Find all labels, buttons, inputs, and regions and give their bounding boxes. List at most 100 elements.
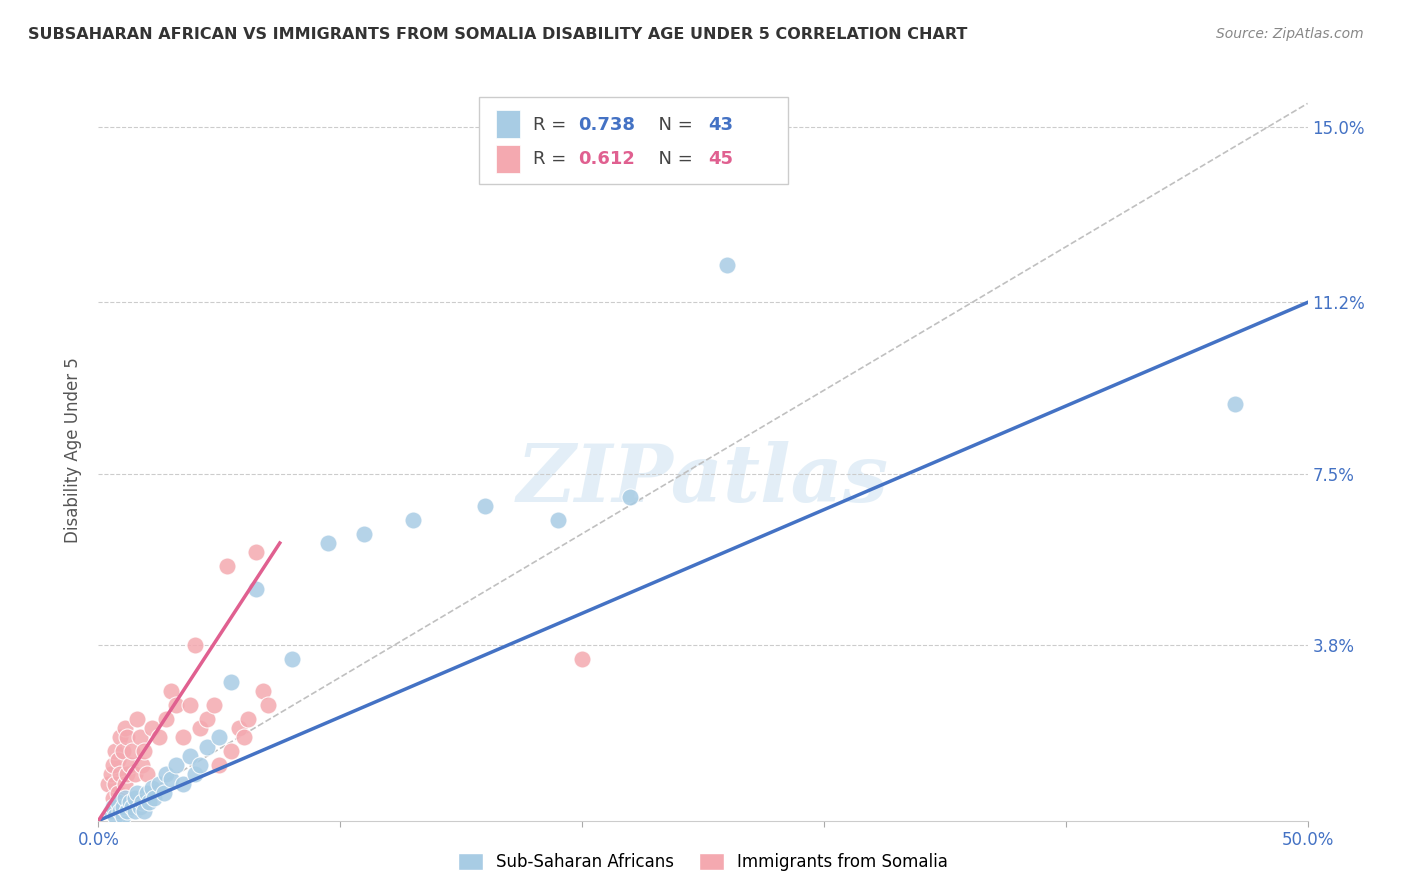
Point <box>179 748 201 763</box>
Point <box>188 758 211 772</box>
Point <box>152 786 174 800</box>
Point <box>124 805 146 819</box>
Point <box>165 758 187 772</box>
Point <box>138 795 160 809</box>
Point <box>114 776 136 791</box>
Text: ZIPatlas: ZIPatlas <box>517 442 889 519</box>
Point <box>281 651 304 665</box>
Point <box>165 698 187 712</box>
Point <box>256 698 278 712</box>
Text: R =: R = <box>533 116 571 134</box>
Point <box>160 772 183 786</box>
Point <box>184 638 207 652</box>
Point <box>155 767 177 781</box>
Y-axis label: Disability Age Under 5: Disability Age Under 5 <box>65 358 83 543</box>
Text: Source: ZipAtlas.com: Source: ZipAtlas.com <box>1216 27 1364 41</box>
Point <box>114 721 136 735</box>
Point <box>104 809 127 823</box>
Point <box>108 767 131 781</box>
Point <box>402 513 425 527</box>
Point <box>238 712 260 726</box>
Point <box>353 526 375 541</box>
Point <box>124 790 146 805</box>
Point <box>245 545 267 559</box>
Point <box>121 799 143 814</box>
Point <box>101 758 124 772</box>
Text: 45: 45 <box>707 151 733 169</box>
Point <box>252 684 274 698</box>
Text: N =: N = <box>647 151 699 169</box>
Point <box>141 721 163 735</box>
Point <box>108 805 131 819</box>
Point <box>195 739 218 754</box>
Point <box>221 744 243 758</box>
Point <box>221 674 243 689</box>
Point <box>111 790 134 805</box>
Point <box>101 790 124 805</box>
Point <box>118 795 141 809</box>
Point <box>104 744 127 758</box>
Point <box>114 790 136 805</box>
Point <box>135 786 157 800</box>
Point <box>160 684 183 698</box>
Legend: Sub-Saharan Africans, Immigrants from Somalia: Sub-Saharan Africans, Immigrants from So… <box>450 845 956 880</box>
Point <box>228 721 250 735</box>
Point <box>134 805 156 819</box>
Point <box>245 582 267 597</box>
Point <box>143 790 166 805</box>
Point <box>179 698 201 712</box>
Point <box>208 758 231 772</box>
Point <box>148 776 170 791</box>
Point <box>117 805 139 819</box>
FancyBboxPatch shape <box>496 145 520 173</box>
Point <box>107 786 129 800</box>
Point <box>100 805 122 819</box>
Point <box>117 767 139 781</box>
Point <box>127 786 149 800</box>
Point <box>474 499 496 513</box>
Point <box>97 776 120 791</box>
Text: SUBSAHARAN AFRICAN VS IMMIGRANTS FROM SOMALIA DISABILITY AGE UNDER 5 CORRELATION: SUBSAHARAN AFRICAN VS IMMIGRANTS FROM SO… <box>28 27 967 42</box>
Point <box>571 651 593 665</box>
Point <box>131 758 153 772</box>
Text: R =: R = <box>533 151 571 169</box>
Text: 0.612: 0.612 <box>578 151 636 169</box>
Text: 0.738: 0.738 <box>578 116 636 134</box>
Point <box>101 799 124 814</box>
Point <box>107 754 129 768</box>
Point <box>111 809 134 823</box>
Point <box>195 712 218 726</box>
Point <box>547 513 569 527</box>
Point <box>124 767 146 781</box>
Point <box>215 559 238 574</box>
Point <box>619 490 641 504</box>
FancyBboxPatch shape <box>496 110 520 138</box>
Point <box>316 536 339 550</box>
Point <box>108 731 131 745</box>
Point <box>232 731 254 745</box>
Point <box>104 776 127 791</box>
FancyBboxPatch shape <box>479 96 787 184</box>
Point <box>100 767 122 781</box>
Point <box>118 758 141 772</box>
Point <box>134 744 156 758</box>
Point <box>131 795 153 809</box>
Point <box>716 259 738 273</box>
Point <box>111 799 134 814</box>
Point <box>155 712 177 726</box>
Point <box>121 744 143 758</box>
Point <box>135 767 157 781</box>
Point <box>141 781 163 796</box>
Point <box>172 776 194 791</box>
Point <box>188 721 211 735</box>
Text: N =: N = <box>647 116 699 134</box>
Point <box>184 767 207 781</box>
Point <box>128 799 150 814</box>
Point <box>1223 397 1246 411</box>
Point <box>117 731 139 745</box>
Point <box>128 731 150 745</box>
Text: 43: 43 <box>707 116 733 134</box>
Point <box>172 731 194 745</box>
Point <box>148 731 170 745</box>
Point <box>111 744 134 758</box>
